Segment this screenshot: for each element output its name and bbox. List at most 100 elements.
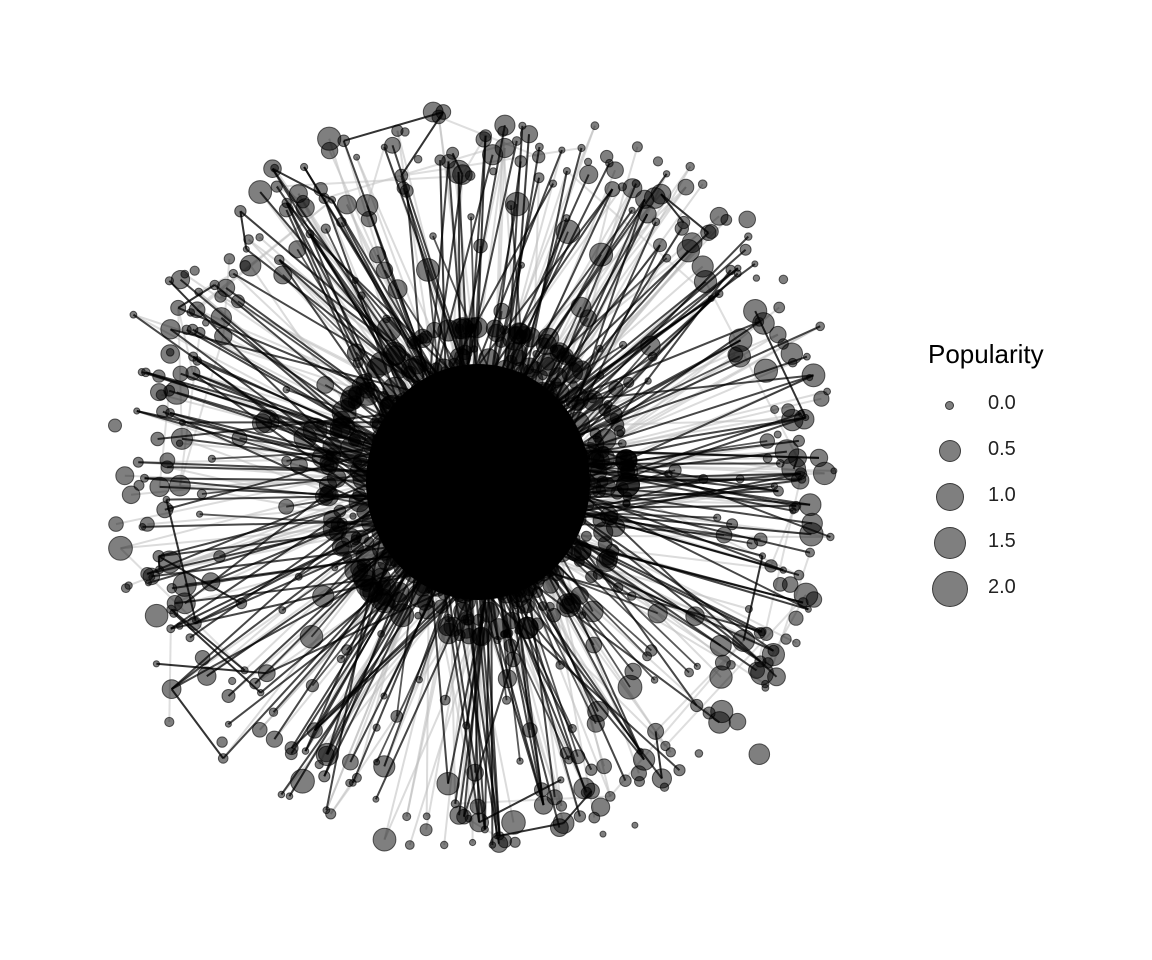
network-node	[248, 180, 273, 204]
network-node	[439, 541, 458, 560]
network-node	[587, 700, 609, 723]
network-node	[753, 358, 779, 383]
network-node	[702, 706, 716, 720]
network-node	[780, 633, 792, 645]
network-node	[619, 451, 628, 461]
network-node	[501, 810, 526, 835]
dense-core-group	[318, 316, 640, 647]
network-node	[415, 676, 423, 684]
network-node	[644, 377, 652, 385]
network-node	[546, 607, 562, 623]
network-node	[149, 476, 170, 498]
network-node	[662, 170, 671, 178]
network-node	[585, 636, 603, 654]
network-node	[172, 365, 189, 382]
network-node	[761, 643, 786, 667]
network-node	[278, 606, 287, 615]
network-node	[383, 453, 396, 466]
network-node	[503, 628, 514, 639]
network-node	[520, 598, 535, 614]
network-node	[522, 722, 538, 738]
network-node	[224, 720, 232, 728]
network-node	[443, 616, 464, 637]
network-node	[165, 408, 175, 418]
network-edge	[566, 170, 712, 300]
network-node	[709, 665, 733, 689]
network-node	[228, 676, 237, 686]
network-node	[231, 294, 245, 309]
network-node	[624, 662, 642, 681]
network-node	[420, 483, 429, 492]
network-node	[243, 234, 254, 245]
network-node	[194, 287, 204, 297]
network-node	[337, 194, 357, 215]
network-node	[628, 206, 636, 214]
network-node	[223, 253, 236, 265]
network-node	[234, 205, 247, 218]
network-node	[781, 408, 804, 432]
network-node	[713, 513, 722, 522]
network-node	[435, 393, 459, 417]
network-node	[533, 795, 554, 815]
network-node	[512, 571, 528, 587]
network-node	[108, 418, 122, 433]
network-node	[636, 747, 644, 755]
network-node	[613, 582, 624, 593]
network-node	[170, 427, 193, 450]
network-node	[471, 626, 492, 647]
network-edge	[168, 628, 172, 723]
network-node	[214, 290, 227, 303]
network-node	[407, 510, 416, 519]
network-node	[352, 457, 363, 467]
network-node	[548, 367, 568, 387]
network-node	[634, 776, 645, 787]
legend-key	[928, 520, 972, 566]
network-node	[792, 638, 801, 648]
network-node	[239, 260, 251, 272]
network-node	[826, 532, 835, 542]
legend-dot-4	[932, 571, 968, 607]
network-node	[257, 689, 265, 697]
network-node	[348, 779, 357, 787]
network-node	[778, 274, 789, 285]
network-node	[761, 684, 770, 692]
size-legend: Popularity 0.0 0.5 1.0 1.5	[928, 338, 1128, 612]
network-node	[180, 269, 190, 279]
network-node	[194, 650, 211, 666]
network-node	[284, 747, 298, 761]
network-node	[355, 530, 369, 544]
network-node	[485, 319, 504, 338]
network-node	[213, 550, 226, 563]
network-node	[155, 565, 164, 575]
network-node	[288, 240, 307, 259]
network-node	[489, 834, 509, 853]
network-node	[417, 333, 429, 344]
legend-key	[928, 566, 972, 612]
network-node	[349, 512, 357, 520]
network-node	[249, 677, 261, 690]
network-edge	[704, 281, 799, 459]
network-node	[690, 698, 704, 713]
network-node	[407, 564, 421, 578]
network-node	[493, 302, 511, 320]
network-node	[194, 326, 206, 339]
network-node	[537, 327, 560, 349]
network-node	[150, 431, 165, 447]
network-node	[314, 759, 324, 770]
network-node	[302, 417, 328, 443]
network-node	[408, 427, 423, 442]
network-node	[738, 210, 757, 229]
network-node	[550, 818, 569, 837]
network-node	[521, 368, 544, 391]
network-node	[735, 474, 745, 484]
network-node	[619, 340, 628, 350]
network-node	[509, 836, 521, 848]
network-node	[605, 158, 614, 168]
network-node	[242, 245, 250, 253]
network-node	[486, 515, 507, 536]
network-node	[121, 485, 141, 505]
network-node	[124, 581, 133, 590]
network-node	[416, 258, 440, 282]
network-node	[633, 748, 656, 771]
